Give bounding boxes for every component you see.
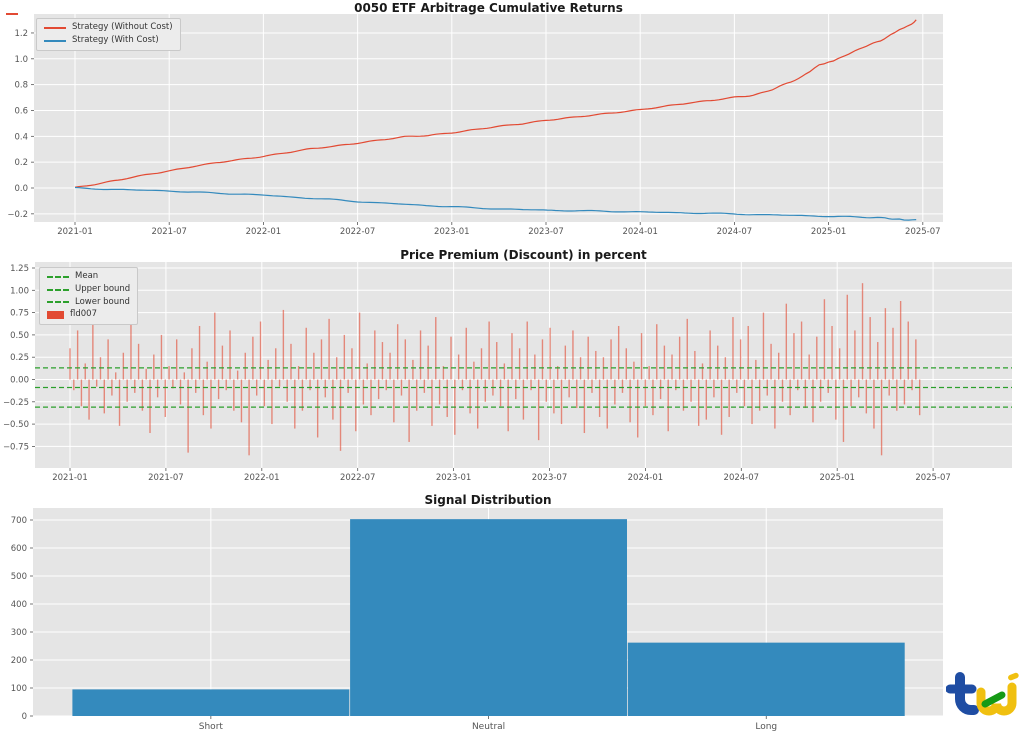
tick-label: Long (755, 722, 777, 732)
tick-label: 0.6 (14, 106, 28, 116)
series-without-cost-line (74, 19, 917, 188)
tick-label: 300 (11, 628, 27, 638)
panel2-title: Price Premium (Discount) in percent (400, 248, 647, 262)
red-patch-swatch-icon (47, 311, 64, 320)
tick-label: 0.2 (14, 158, 28, 168)
tick-label: 2022-07 (340, 473, 376, 483)
green-dashed-swatch-icon (47, 301, 69, 304)
tick-label: 0.4 (14, 132, 28, 142)
signal-bar-long (627, 642, 905, 716)
tick-label: 2022-01 (244, 473, 280, 483)
tick-label: 2024-01 (628, 473, 664, 483)
tick-label: 2021-01 (57, 227, 93, 237)
legend-label: Strategy (With Cost) (72, 34, 159, 45)
tick-label: 1.00 (10, 286, 29, 296)
tick-label: 1.2 (14, 29, 28, 39)
tick-label: 2023-01 (434, 227, 470, 237)
legend-label: Mean (75, 271, 99, 281)
legend-item: Lower bound (47, 296, 130, 308)
series-with-cost-line (74, 186, 917, 221)
tick-label: 2024-01 (622, 227, 658, 237)
tick-label: 600 (11, 544, 27, 554)
tick-label: 2021-01 (52, 473, 88, 483)
panel3-title: Signal Distribution (424, 493, 552, 507)
tick-label: 0.25 (10, 353, 29, 363)
tick-label: 2022-01 (246, 227, 282, 237)
tick-label: 0.8 (14, 81, 28, 91)
tick-label: 2025-01 (811, 227, 847, 237)
tick-label: Neutral (472, 722, 505, 732)
tick-label: 2024-07 (717, 227, 753, 237)
panel2-bg (35, 262, 1012, 468)
green-dashed-swatch-icon (47, 275, 69, 278)
tick-label: 400 (11, 600, 27, 610)
red-line-swatch-icon (44, 26, 66, 29)
tej-logo (946, 672, 1019, 716)
legend-label: Upper bound (75, 283, 131, 294)
legend-item: fld007 (47, 310, 130, 320)
tick-label: 1.0 (14, 55, 28, 65)
signal-bar-neutral (350, 519, 627, 716)
legend-item: Strategy (Without Cost) (44, 22, 173, 33)
legend-label: Lower bound (75, 296, 130, 307)
tick-label: 500 (11, 572, 27, 582)
tick-label: 2023-01 (436, 473, 472, 483)
tick-label: −0.25 (3, 398, 29, 408)
tick-label: 2022-07 (340, 227, 376, 237)
blue-line-swatch-icon (44, 39, 66, 42)
panel1-title: 0050 ETF Arbitrage Cumulative Returns (354, 1, 623, 15)
legend-item: Upper bound (47, 283, 131, 295)
tick-label: 700 (11, 516, 27, 526)
tick-label: 2023-07 (528, 227, 564, 237)
corner-red-dash (6, 13, 18, 15)
tick-label: 0.0 (14, 184, 28, 194)
tick-label: −0.75 (3, 442, 29, 452)
panel2-legend: Mean Upper bound Lower bound fld007 (39, 267, 139, 326)
tick-label: 2021-07 (148, 473, 184, 483)
tick-label: 0.75 (10, 309, 29, 319)
tick-label: 2025-07 (915, 473, 951, 483)
tick-label: 2025-07 (905, 227, 941, 237)
tick-label: 2023-07 (532, 473, 568, 483)
legend-item: Strategy (With Cost) (44, 34, 173, 46)
tick-label: 0.00 (10, 376, 29, 386)
tick-label: 0.50 (10, 331, 29, 341)
tick-label: 0 (22, 712, 27, 722)
legend-item: Mean (47, 271, 130, 282)
tick-label: 200 (11, 656, 27, 666)
tick-label: 2021-07 (151, 227, 187, 237)
tick-label: −0.50 (3, 420, 29, 430)
tick-label: 100 (11, 684, 27, 694)
tick-label: 1.25 (10, 264, 29, 274)
panel1-bg (34, 14, 943, 222)
panel1-legend: Strategy (Without Cost) Strategy (With C… (36, 18, 181, 51)
tick-label: 2025-01 (819, 473, 855, 483)
tick-label: −0.2 (7, 210, 28, 220)
legend-label: fld007 (70, 309, 97, 320)
legend-label: Strategy (Without Cost) (72, 22, 173, 32)
signal-bar-short (72, 689, 350, 716)
green-dashed-swatch-icon (47, 288, 69, 291)
tick-label: Short (199, 722, 224, 732)
tick-label: 2024-07 (724, 473, 760, 483)
